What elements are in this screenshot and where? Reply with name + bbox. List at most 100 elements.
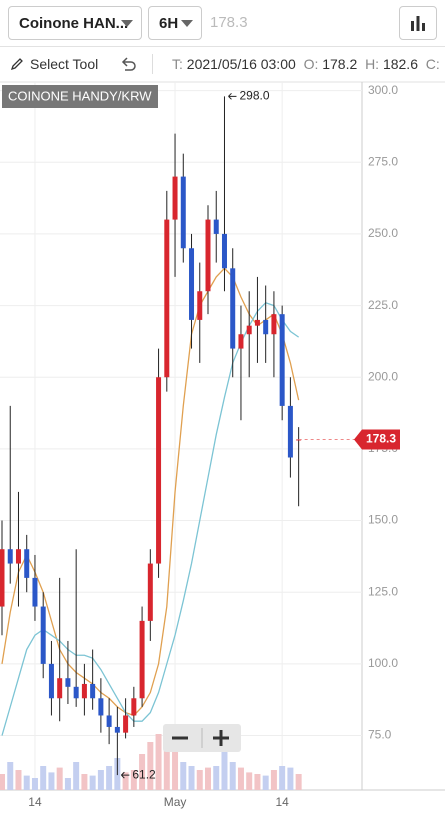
label: O: <box>303 56 319 72</box>
volume-bar <box>48 772 55 790</box>
max-arrow <box>228 92 237 100</box>
select-tool[interactable]: Select Tool <box>30 56 99 72</box>
volume-bar <box>163 746 170 790</box>
search-input[interactable]: 178.3 <box>210 14 248 31</box>
y-tick-label: 125.0 <box>368 584 398 598</box>
volume-bar <box>279 766 286 790</box>
candle-body <box>205 219 211 292</box>
volume-bar <box>7 762 14 790</box>
y-tick-label: 250.0 <box>368 226 398 240</box>
candle-body <box>32 577 38 607</box>
candle-body <box>139 620 145 699</box>
y-tick-label: 100.0 <box>368 656 398 670</box>
y-tick-label: 300.0 <box>368 83 398 97</box>
candle-body <box>7 549 13 564</box>
value: 178.2 <box>322 56 358 72</box>
value: 2021/05/16 03:00 <box>186 56 296 72</box>
undo-icon[interactable] <box>120 57 138 71</box>
y-tick-label: 225.0 <box>368 298 398 312</box>
divider <box>0 46 445 47</box>
bar-icon <box>411 16 425 31</box>
max-label: 298.0 <box>239 89 269 103</box>
volume-bar <box>262 775 269 790</box>
separator <box>152 54 153 74</box>
chart-type-button[interactable] <box>399 6 437 40</box>
candle-body <box>164 219 170 378</box>
volume-bar <box>97 770 104 790</box>
candle-body <box>287 405 293 458</box>
x-tick-label: May <box>164 795 187 809</box>
volume-bar <box>64 778 71 790</box>
candle-body <box>123 715 129 733</box>
volume-bar <box>15 770 22 790</box>
volume-bar <box>139 754 146 790</box>
candle-body <box>147 563 153 621</box>
candle-body <box>0 549 5 607</box>
candle-body <box>40 606 46 664</box>
candle-body <box>98 698 104 716</box>
candle-body <box>189 248 195 320</box>
candle-body <box>15 549 21 564</box>
candle-body <box>81 683 87 699</box>
candle-body <box>73 686 79 699</box>
candle-body <box>279 314 285 406</box>
candle-body <box>230 268 236 349</box>
y-tick-label: 275.0 <box>368 154 398 168</box>
volume-bar <box>270 770 277 790</box>
candle-body <box>221 233 227 269</box>
min-arrow <box>121 771 130 779</box>
candle-body <box>114 726 120 733</box>
candle-body <box>271 314 277 335</box>
volume-bar <box>295 774 302 790</box>
label: C: <box>425 56 440 72</box>
volume-bar <box>205 767 211 790</box>
volume-bar <box>40 766 47 790</box>
symbol: Coinone HAN... <box>19 14 129 32</box>
volume-bar <box>229 762 236 790</box>
volume-bar <box>237 767 244 790</box>
volume-bar <box>246 772 253 790</box>
volume-bar <box>155 734 162 790</box>
candle-body <box>172 176 178 220</box>
min-label: 61.2 <box>132 767 156 781</box>
volume-bar <box>23 775 30 790</box>
volume-bar <box>106 766 113 790</box>
volume-bar <box>287 767 294 790</box>
candle-body <box>156 377 162 564</box>
interval-select[interactable]: 6H <box>148 6 202 40</box>
symbol-select[interactable]: Coinone HAN... <box>8 6 142 40</box>
candle-body <box>131 698 137 716</box>
interval: 6H <box>159 14 179 32</box>
y-tick-label: 150.0 <box>368 513 398 527</box>
caret <box>121 20 133 27</box>
volume-bar <box>56 767 63 790</box>
pencil-icon[interactable] <box>10 57 24 71</box>
caret <box>181 20 193 27</box>
candle-body <box>246 325 252 335</box>
value: 182.6 <box>382 56 418 72</box>
y-tick-label: 175.0 <box>368 441 398 455</box>
volume-bar <box>172 750 179 790</box>
label: T: <box>172 56 183 72</box>
label: H: <box>365 56 380 72</box>
candle-body <box>48 663 54 699</box>
candle-body <box>238 334 244 349</box>
volume-bar <box>0 774 5 790</box>
volume-bar <box>213 766 220 790</box>
volume-bar <box>122 772 129 790</box>
volume-bar <box>221 746 228 790</box>
candle-body <box>65 678 71 687</box>
volume-bar <box>188 766 195 790</box>
y-tick-label: 200.0 <box>368 369 398 383</box>
ohlc-info: T: 2021/05/16 03:00 O: 178.2 H: 182.6 C: <box>172 56 440 72</box>
y-tick-label: 75.0 <box>368 728 392 742</box>
candle-body <box>197 291 203 320</box>
volume-bar <box>81 774 88 790</box>
volume-bar <box>147 742 154 790</box>
candle-body <box>57 678 63 699</box>
candle-body <box>254 319 260 326</box>
candle-body <box>180 176 186 249</box>
candle-body <box>213 219 219 234</box>
x-tick-label: 14 <box>28 795 42 809</box>
